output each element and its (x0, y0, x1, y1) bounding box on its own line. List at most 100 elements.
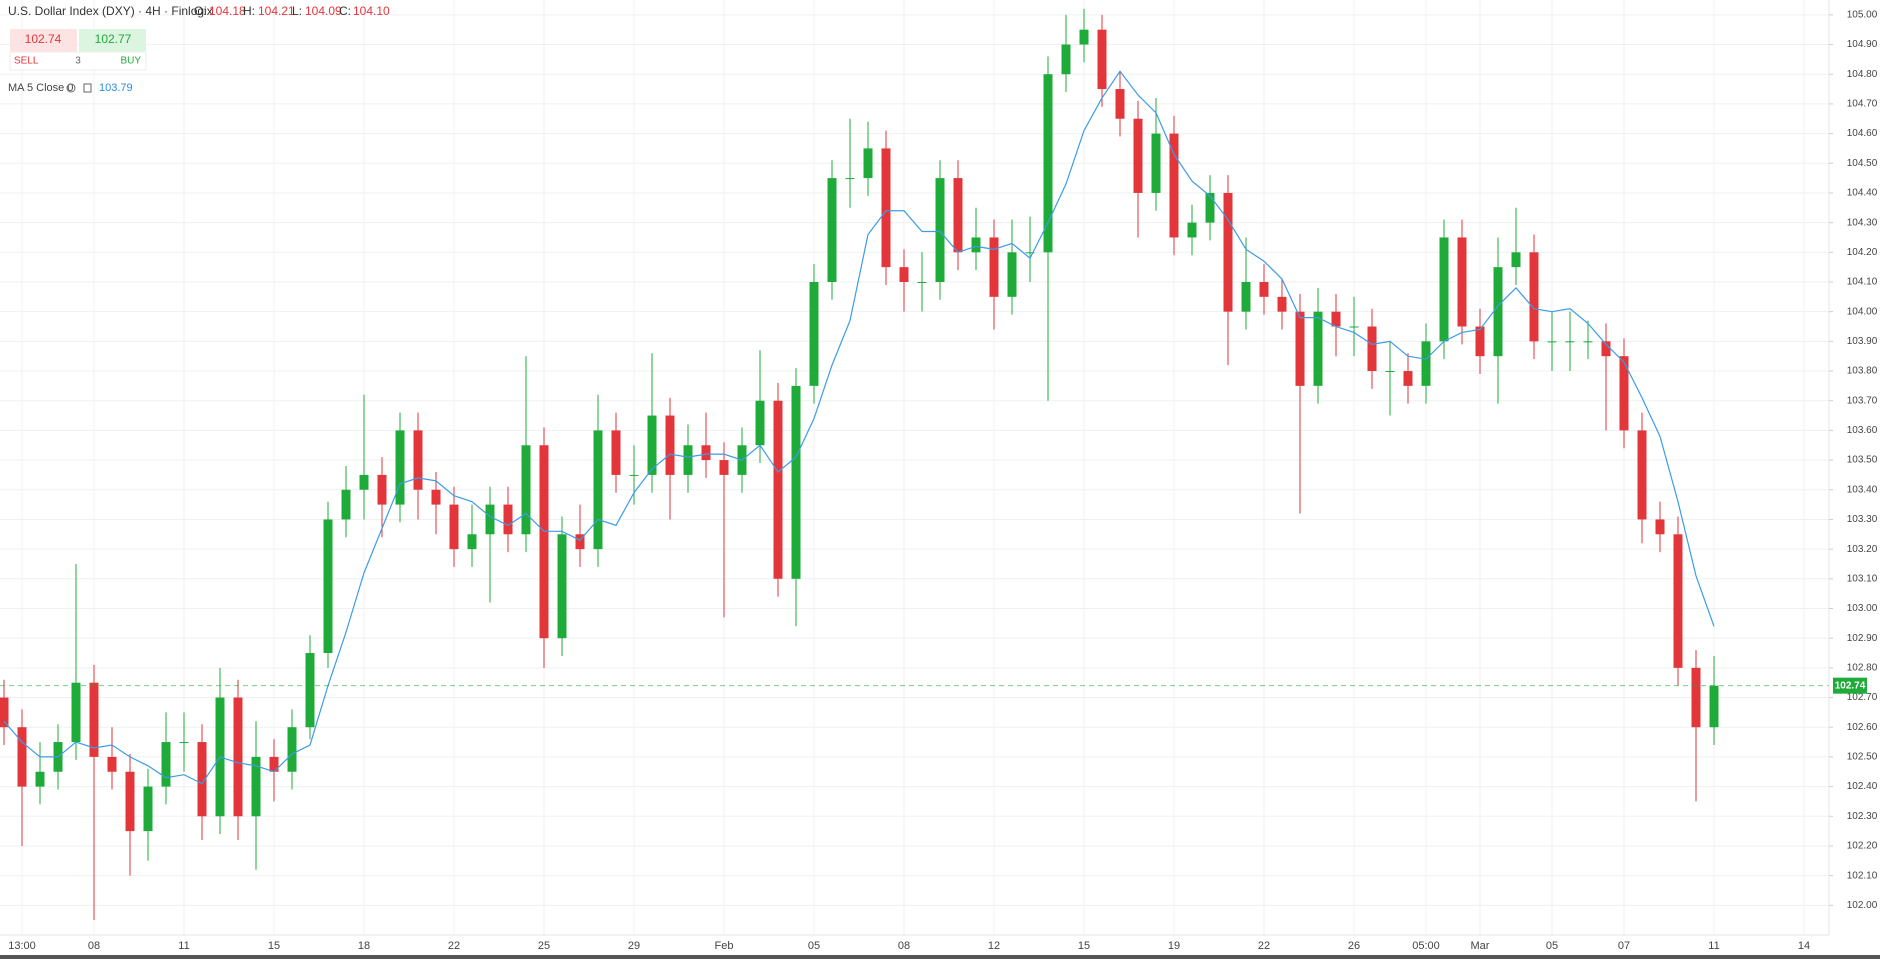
candle-body (1439, 237, 1449, 342)
candle-body (269, 756, 279, 772)
candle-body (1133, 118, 1143, 193)
candle-body (1511, 252, 1521, 268)
y-tick-label: 102.20 (1847, 841, 1878, 852)
sell-button[interactable]: SELL (14, 56, 39, 67)
candle-body (1565, 341, 1575, 343)
y-tick-label: 103.40 (1847, 484, 1878, 495)
candle-body (935, 178, 945, 282)
candle-body (431, 489, 441, 505)
candle-body (413, 430, 423, 490)
sell-price[interactable]: 102.74 (25, 32, 62, 46)
candle-body (161, 742, 171, 787)
candle-body (575, 534, 585, 550)
candle-body (377, 474, 387, 505)
buy-price[interactable]: 102.77 (95, 32, 132, 46)
candle-body (287, 727, 297, 772)
y-tick-label: 104.80 (1847, 69, 1878, 80)
candle-body (1259, 281, 1269, 297)
open-value: 104.18 (209, 4, 246, 18)
candle-body (521, 445, 531, 535)
candle-body (0, 697, 9, 728)
y-tick-label: 102.90 (1847, 633, 1878, 644)
candle-body (683, 445, 693, 475)
x-tick-label: 05 (1546, 940, 1558, 952)
x-tick-label: 26 (1348, 940, 1360, 952)
candle-body (359, 474, 369, 490)
y-tick-label: 102.00 (1847, 900, 1878, 911)
x-tick-label: 13:00 (8, 940, 36, 952)
plot (0, 8, 1829, 921)
x-tick-label: 22 (1258, 940, 1270, 952)
candle-body (197, 742, 207, 817)
x-tick-label: 22 (448, 940, 460, 952)
indicator-value: 103.79 (99, 82, 133, 94)
candle-body (1709, 685, 1719, 728)
candle-body (1079, 29, 1089, 45)
candle-body (485, 504, 495, 535)
candle-body (1421, 341, 1431, 386)
y-tick-label: 102.80 (1847, 662, 1878, 673)
x-tick-label: 08 (88, 940, 100, 952)
buy-box[interactable] (79, 29, 146, 52)
candle-body (701, 445, 711, 461)
candle-body (1223, 192, 1233, 312)
x-tick-label: 15 (268, 940, 280, 952)
high-label: H: (243, 4, 255, 18)
candle-body (1313, 311, 1323, 386)
candle-body (341, 489, 351, 520)
candle-body (1655, 519, 1665, 535)
quantity[interactable]: 3 (75, 56, 81, 67)
candle-body (1385, 371, 1395, 373)
candle-body (1673, 534, 1683, 668)
y-tick-label: 104.50 (1847, 158, 1878, 169)
x-tick-label: 15 (1078, 940, 1090, 952)
x-tick-label: 12 (988, 940, 1000, 952)
buy-button[interactable]: BUY (120, 56, 141, 67)
x-tick-label: 25 (538, 940, 550, 952)
y-tick-label: 102.40 (1847, 781, 1878, 792)
y-tick-label: 103.00 (1847, 603, 1878, 614)
candle-body (503, 504, 513, 535)
x-tick-label: 07 (1618, 940, 1630, 952)
chart-title: U.S. Dollar Index (DXY) · 4H · Finlogix (8, 4, 213, 18)
close-label: C: (339, 4, 351, 18)
candle-body (989, 237, 999, 297)
candle-body (1583, 341, 1593, 343)
y-tick-label: 104.10 (1847, 277, 1878, 288)
y-tick-label: 102.70 (1847, 692, 1878, 703)
candle-body (1493, 267, 1503, 357)
candle-body (1169, 133, 1179, 238)
candle-body (1349, 326, 1359, 328)
candle-body (1619, 356, 1629, 431)
candle-body (971, 237, 981, 253)
open-label: O: (194, 4, 207, 18)
y-tick-label: 102.60 (1847, 722, 1878, 733)
candle-body (305, 653, 315, 728)
candle-body (755, 400, 765, 446)
last-price-tag (1833, 677, 1867, 694)
candle-body (1601, 341, 1611, 357)
candle-body (251, 756, 261, 817)
ma-line (3, 70, 1715, 785)
settings-icon[interactable] (66, 83, 76, 93)
bottom-bar (0, 955, 1880, 959)
candle-body (773, 400, 783, 579)
delete-icon[interactable] (83, 83, 92, 93)
low-label: L: (292, 4, 302, 18)
x-tick-label: 29 (628, 940, 640, 952)
candle-body (1187, 222, 1197, 238)
overlay: U.S. Dollar Index (DXY) · 4H · Finlogix … (8, 4, 1867, 694)
x-tick-label: 11 (178, 940, 189, 952)
candle-body (809, 281, 819, 386)
y-tick-label: 103.90 (1847, 336, 1878, 347)
candle-body (557, 534, 567, 639)
y-tick-label: 103.80 (1847, 366, 1878, 377)
y-tick-label: 103.10 (1847, 573, 1878, 584)
y-tick-label: 104.20 (1847, 247, 1878, 258)
candle-body (1061, 44, 1071, 75)
candle-body (1331, 311, 1341, 327)
candle-body (539, 445, 549, 639)
sell-box[interactable] (10, 29, 77, 52)
